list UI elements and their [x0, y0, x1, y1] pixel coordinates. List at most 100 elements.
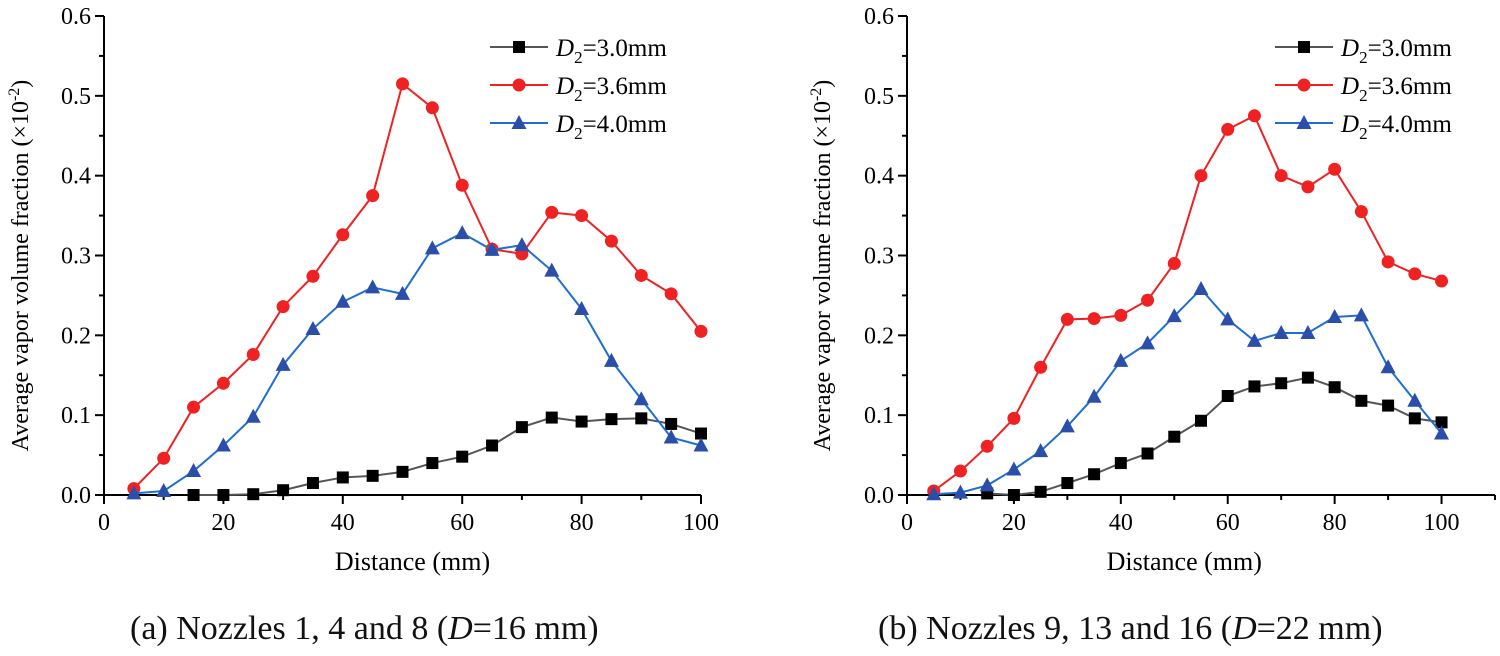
data-point — [424, 240, 440, 255]
data-point — [1246, 332, 1262, 347]
data-point — [484, 241, 500, 256]
data-point — [246, 347, 260, 361]
y-axis-label-exponent: -2 — [6, 88, 23, 101]
caption-a-pre: (a) Nozzles 1, 4 and 8 ( — [130, 610, 449, 647]
data-point — [604, 234, 618, 248]
legend-entry: D2=3.6mm — [490, 73, 667, 105]
data-point — [366, 469, 379, 482]
data-point — [545, 411, 558, 424]
legend-sub: 2 — [1359, 124, 1368, 143]
data-point — [635, 412, 648, 425]
y-tick-label: 0.1 — [61, 403, 91, 429]
data-point — [276, 300, 290, 314]
x-axis-label: Distance (mm) — [335, 547, 490, 576]
x-tick-label: 40 — [331, 510, 355, 536]
data-point — [1166, 308, 1182, 323]
legend-var: D — [1340, 111, 1359, 138]
data-point — [952, 484, 968, 499]
chart-b: 0 20 40 60 80 100 0.0 0.1 0.2 0.3 0.4 0.5 0.6 Distanc… — [808, 4, 1496, 576]
data-point — [1434, 425, 1450, 440]
data-point — [306, 269, 320, 283]
data-point — [1060, 312, 1074, 326]
legend-entry: D2=3.0mm — [1275, 35, 1452, 67]
data-point — [486, 439, 499, 452]
data-point — [366, 189, 380, 203]
y-tick-label: 0.5 — [61, 84, 91, 110]
legend-var: D — [1340, 73, 1359, 100]
series-line — [133, 232, 702, 495]
legend-marker — [1297, 78, 1311, 92]
x-tick-label: 100 — [1424, 510, 1460, 536]
data-point — [1275, 377, 1288, 390]
caption-b-pre: (b) Nozzles 9, 13 and 16 ( — [878, 610, 1233, 647]
data-point — [1354, 205, 1368, 219]
data-point — [1301, 180, 1315, 194]
y-tick-label: 0.4 — [864, 164, 894, 190]
data-point — [605, 413, 618, 426]
data-point — [335, 293, 351, 308]
data-point — [1274, 169, 1288, 183]
caption-b-post: =22 mm) — [1256, 610, 1383, 647]
data-point — [1034, 360, 1048, 374]
data-point — [396, 77, 409, 91]
data-point — [1194, 169, 1208, 183]
legend-marker — [511, 115, 527, 129]
data-point — [365, 279, 381, 294]
data-point — [455, 178, 469, 192]
data-point — [633, 391, 649, 406]
legend-sub: 2 — [574, 86, 583, 105]
data-point — [1168, 430, 1181, 443]
series-line — [933, 114, 1442, 492]
x-tick-label: 40 — [1109, 510, 1133, 536]
y-axis-label: Average vapor volume fraction (×10-2) — [6, 80, 34, 452]
legend-text: =3.0mm — [583, 35, 668, 62]
data-point — [306, 477, 319, 490]
legend-marker — [1298, 41, 1310, 53]
y-tick-label: 0.3 — [864, 244, 894, 270]
data-point — [665, 417, 678, 430]
y-axis-label-exponent: -2 — [808, 88, 825, 101]
data-point — [1247, 109, 1261, 123]
data-point — [1140, 335, 1156, 350]
y-tick-label: 0.0 — [61, 483, 91, 509]
legend-sub: 2 — [1359, 86, 1368, 105]
series-36mm — [927, 109, 1449, 498]
y-axis-label-close: ) — [810, 80, 836, 88]
y-tick-label: 0.4 — [61, 164, 91, 190]
legend-var: D — [555, 111, 574, 138]
x-tick-label: 60 — [450, 510, 474, 536]
data-point — [275, 356, 291, 371]
data-point — [216, 376, 230, 390]
legend-entry: D2=3.0mm — [490, 35, 667, 67]
data-point — [544, 262, 560, 277]
series-30mm — [187, 411, 707, 501]
data-point — [1113, 352, 1129, 367]
data-point — [156, 483, 172, 498]
y-axis-label: Average vapor volume fraction (×10-2) — [808, 80, 836, 452]
x-tick-label: 0 — [901, 510, 913, 536]
data-point — [1353, 307, 1369, 322]
data-point — [1327, 308, 1343, 323]
data-point — [663, 429, 679, 444]
x-tick-label: 80 — [1323, 510, 1347, 536]
data-point — [1114, 457, 1127, 470]
legend-label: D2=4.0mm — [555, 111, 667, 143]
series-line — [133, 82, 702, 490]
data-point — [1301, 371, 1314, 384]
data-point — [396, 465, 409, 478]
x-tick-label: 20 — [211, 510, 235, 536]
data-point — [514, 237, 530, 252]
y-tick-label: 0.5 — [864, 84, 894, 110]
data-point — [603, 352, 619, 367]
legend-label: D2=3.6mm — [555, 73, 667, 105]
x-tick-label: 100 — [683, 510, 719, 536]
data-point — [277, 484, 290, 497]
legend-label: D2=3.0mm — [555, 35, 667, 67]
caption-b-var: D — [1232, 610, 1257, 647]
data-point — [1221, 390, 1234, 403]
data-point — [980, 439, 994, 453]
data-point — [694, 324, 708, 338]
data-point — [1167, 256, 1181, 270]
data-point — [187, 400, 201, 414]
